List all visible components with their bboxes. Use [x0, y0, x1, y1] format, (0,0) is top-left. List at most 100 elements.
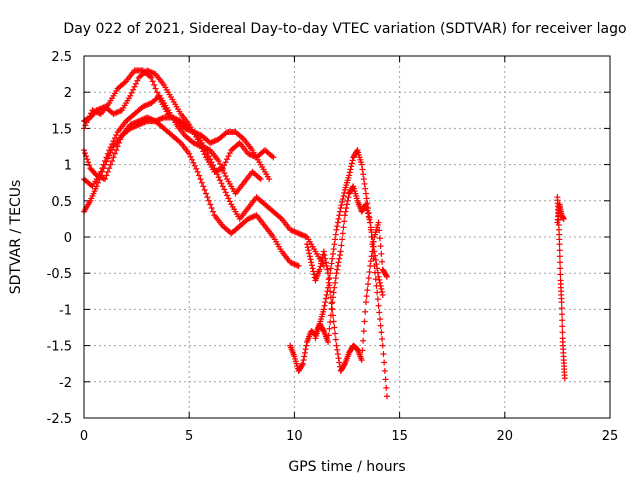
data-point — [205, 197, 212, 204]
data-point — [375, 219, 382, 226]
data-point — [377, 282, 384, 289]
data-point — [377, 243, 384, 250]
data-point — [365, 213, 372, 220]
data-point — [328, 260, 335, 267]
data-point — [331, 284, 338, 291]
data-point — [152, 85, 159, 92]
data-point — [226, 198, 233, 205]
data-point — [329, 299, 336, 306]
data-point — [327, 312, 334, 319]
data-point — [301, 349, 308, 356]
data-point — [349, 157, 356, 164]
data-point — [221, 186, 228, 193]
data-point — [327, 265, 334, 272]
data-point — [358, 161, 365, 168]
data-point — [132, 80, 139, 87]
data-point — [225, 153, 232, 160]
data-point — [364, 207, 371, 214]
data-point — [148, 74, 155, 81]
data-point — [556, 247, 563, 254]
data-point — [300, 357, 307, 364]
chart-title: Day 022 of 2021, Sidereal Day-to-day VTE… — [63, 21, 626, 37]
data-point — [372, 252, 379, 259]
data-point — [109, 157, 116, 164]
data-point — [151, 81, 158, 88]
data-point — [153, 89, 160, 96]
data-point — [341, 189, 348, 196]
series-track-9 — [554, 194, 568, 382]
data-point — [340, 192, 347, 199]
data-point — [378, 285, 385, 292]
data-point — [201, 151, 208, 158]
data-point — [207, 201, 214, 208]
data-point — [322, 295, 329, 302]
data-point — [381, 359, 388, 366]
data-point — [187, 153, 194, 160]
data-point — [369, 234, 376, 240]
data-point — [340, 224, 347, 231]
data-point — [374, 265, 381, 272]
x-tick-label: 20 — [497, 429, 514, 444]
data-point — [365, 281, 372, 288]
data-point — [372, 256, 379, 263]
data-point — [368, 253, 375, 260]
data-point — [325, 276, 332, 283]
data-point — [334, 266, 341, 273]
data-point — [383, 272, 390, 279]
data-point — [339, 195, 346, 202]
series-track-5 — [81, 114, 327, 269]
data-point — [383, 384, 390, 391]
data-point — [332, 330, 339, 337]
data-point — [197, 176, 204, 183]
data-point — [377, 322, 384, 329]
y-tick-label: 2 — [64, 86, 72, 101]
data-point — [362, 201, 369, 208]
data-point — [335, 355, 342, 362]
series-track-8 — [312, 183, 386, 345]
data-point — [111, 135, 118, 142]
data-point — [306, 253, 313, 260]
data-point — [335, 215, 342, 222]
data-point — [334, 223, 341, 230]
data-point — [556, 253, 563, 260]
data-point — [334, 219, 341, 226]
x-axis-title: GPS time / hours — [288, 459, 405, 475]
data-point — [371, 248, 378, 255]
data-point — [303, 342, 310, 349]
data-point — [224, 192, 231, 199]
data-point — [218, 164, 225, 171]
data-point — [333, 342, 340, 349]
data-point — [225, 195, 232, 202]
data-point — [103, 172, 110, 179]
data-point — [558, 299, 565, 306]
plot-frame — [83, 55, 611, 419]
data-point — [366, 268, 373, 275]
data-point — [215, 157, 222, 164]
data-point — [363, 293, 370, 300]
data-point — [113, 132, 120, 139]
data-point — [214, 171, 221, 178]
data-point — [338, 242, 345, 249]
data-point — [326, 275, 333, 282]
data-point — [336, 212, 343, 219]
data-point — [190, 159, 197, 166]
data-point — [299, 361, 306, 368]
data-point — [102, 161, 109, 168]
data-point — [558, 305, 565, 312]
data-point — [365, 275, 372, 282]
data-point — [336, 255, 343, 262]
data-point — [219, 167, 226, 174]
data-point — [270, 154, 277, 161]
data-point — [376, 227, 383, 234]
data-point — [359, 347, 366, 354]
data-point — [99, 168, 106, 175]
data-point — [333, 226, 340, 233]
data-point — [559, 329, 566, 336]
data-point — [198, 179, 205, 186]
data-point — [322, 259, 329, 266]
data-point — [558, 311, 565, 318]
data-point — [103, 158, 110, 165]
data-point — [332, 231, 339, 238]
data-point — [336, 208, 343, 215]
